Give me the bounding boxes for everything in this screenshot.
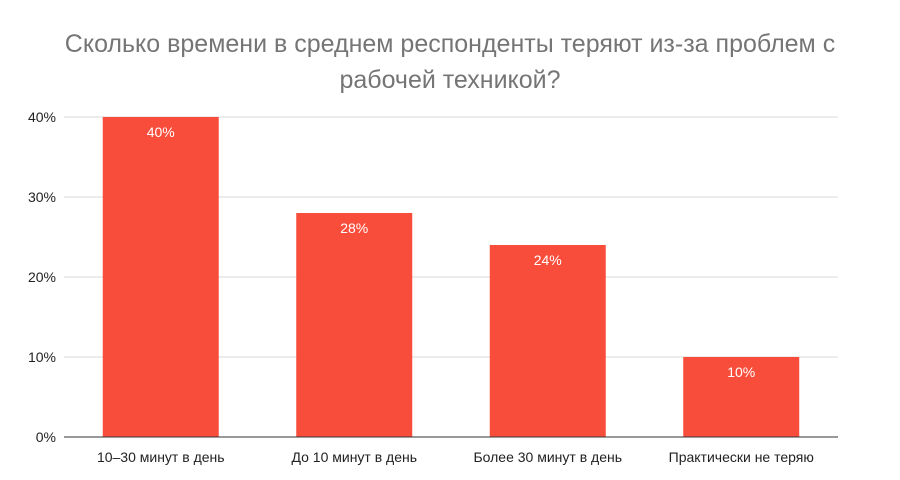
bar-value-label: 10% bbox=[727, 364, 755, 380]
bar bbox=[102, 117, 219, 437]
x-category-label: Практически не теряю bbox=[669, 449, 814, 465]
bar-value-label: 28% bbox=[340, 220, 368, 236]
bar bbox=[489, 245, 606, 437]
y-tick-label: 40% bbox=[28, 109, 56, 125]
bar bbox=[683, 357, 800, 437]
y-tick-label: 30% bbox=[28, 189, 56, 205]
bar-value-label: 24% bbox=[534, 252, 562, 268]
y-tick-label: 10% bbox=[28, 349, 56, 365]
chart-title: Сколько времени в среднем респонденты те… bbox=[20, 26, 880, 98]
chart-title-line-1: Сколько времени в среднем респонденты те… bbox=[64, 30, 836, 58]
y-tick-label: 20% bbox=[28, 269, 56, 285]
chart-title-line-2: рабочей техникой? bbox=[339, 66, 561, 94]
x-category-label: До 10 минут в день bbox=[291, 449, 417, 465]
x-category-label: 10–30 минут в день bbox=[97, 449, 225, 465]
y-tick-label: 0% bbox=[36, 429, 56, 445]
bar-value-label: 40% bbox=[147, 124, 175, 140]
x-category-label: Более 30 минут в день bbox=[473, 449, 622, 465]
bar bbox=[296, 213, 413, 437]
